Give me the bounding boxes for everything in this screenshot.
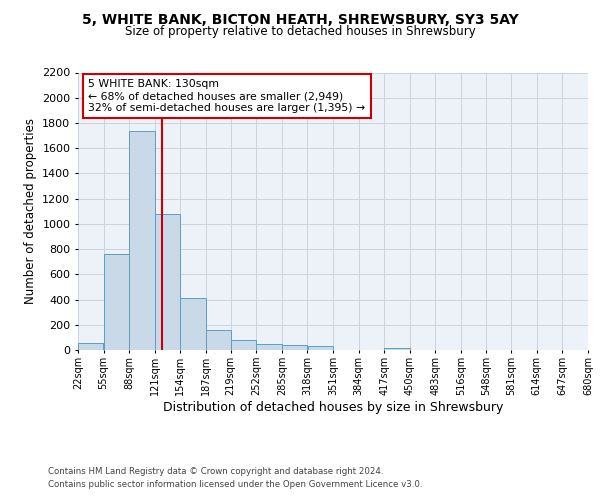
Bar: [104, 254, 129, 350]
Text: Contains public sector information licensed under the Open Government Licence v3: Contains public sector information licen…: [48, 480, 422, 489]
Text: 5 WHITE BANK: 130sqm
← 68% of detached houses are smaller (2,949)
32% of semi-de: 5 WHITE BANK: 130sqm ← 68% of detached h…: [88, 80, 365, 112]
Bar: [206, 330, 232, 350]
Bar: [129, 131, 155, 350]
X-axis label: Distribution of detached houses by size in Shrewsbury: Distribution of detached houses by size …: [163, 400, 503, 413]
Text: Size of property relative to detached houses in Shrewsbury: Size of property relative to detached ho…: [125, 25, 475, 38]
Bar: [384, 348, 410, 350]
Bar: [282, 345, 307, 350]
Bar: [308, 346, 333, 350]
Bar: [231, 340, 256, 350]
Text: Contains HM Land Registry data © Crown copyright and database right 2024.: Contains HM Land Registry data © Crown c…: [48, 467, 383, 476]
Text: 5, WHITE BANK, BICTON HEATH, SHREWSBURY, SY3 5AY: 5, WHITE BANK, BICTON HEATH, SHREWSBURY,…: [82, 12, 518, 26]
Bar: [181, 298, 206, 350]
Y-axis label: Number of detached properties: Number of detached properties: [23, 118, 37, 304]
Bar: [256, 344, 282, 350]
Bar: [155, 214, 180, 350]
Bar: [78, 343, 103, 350]
